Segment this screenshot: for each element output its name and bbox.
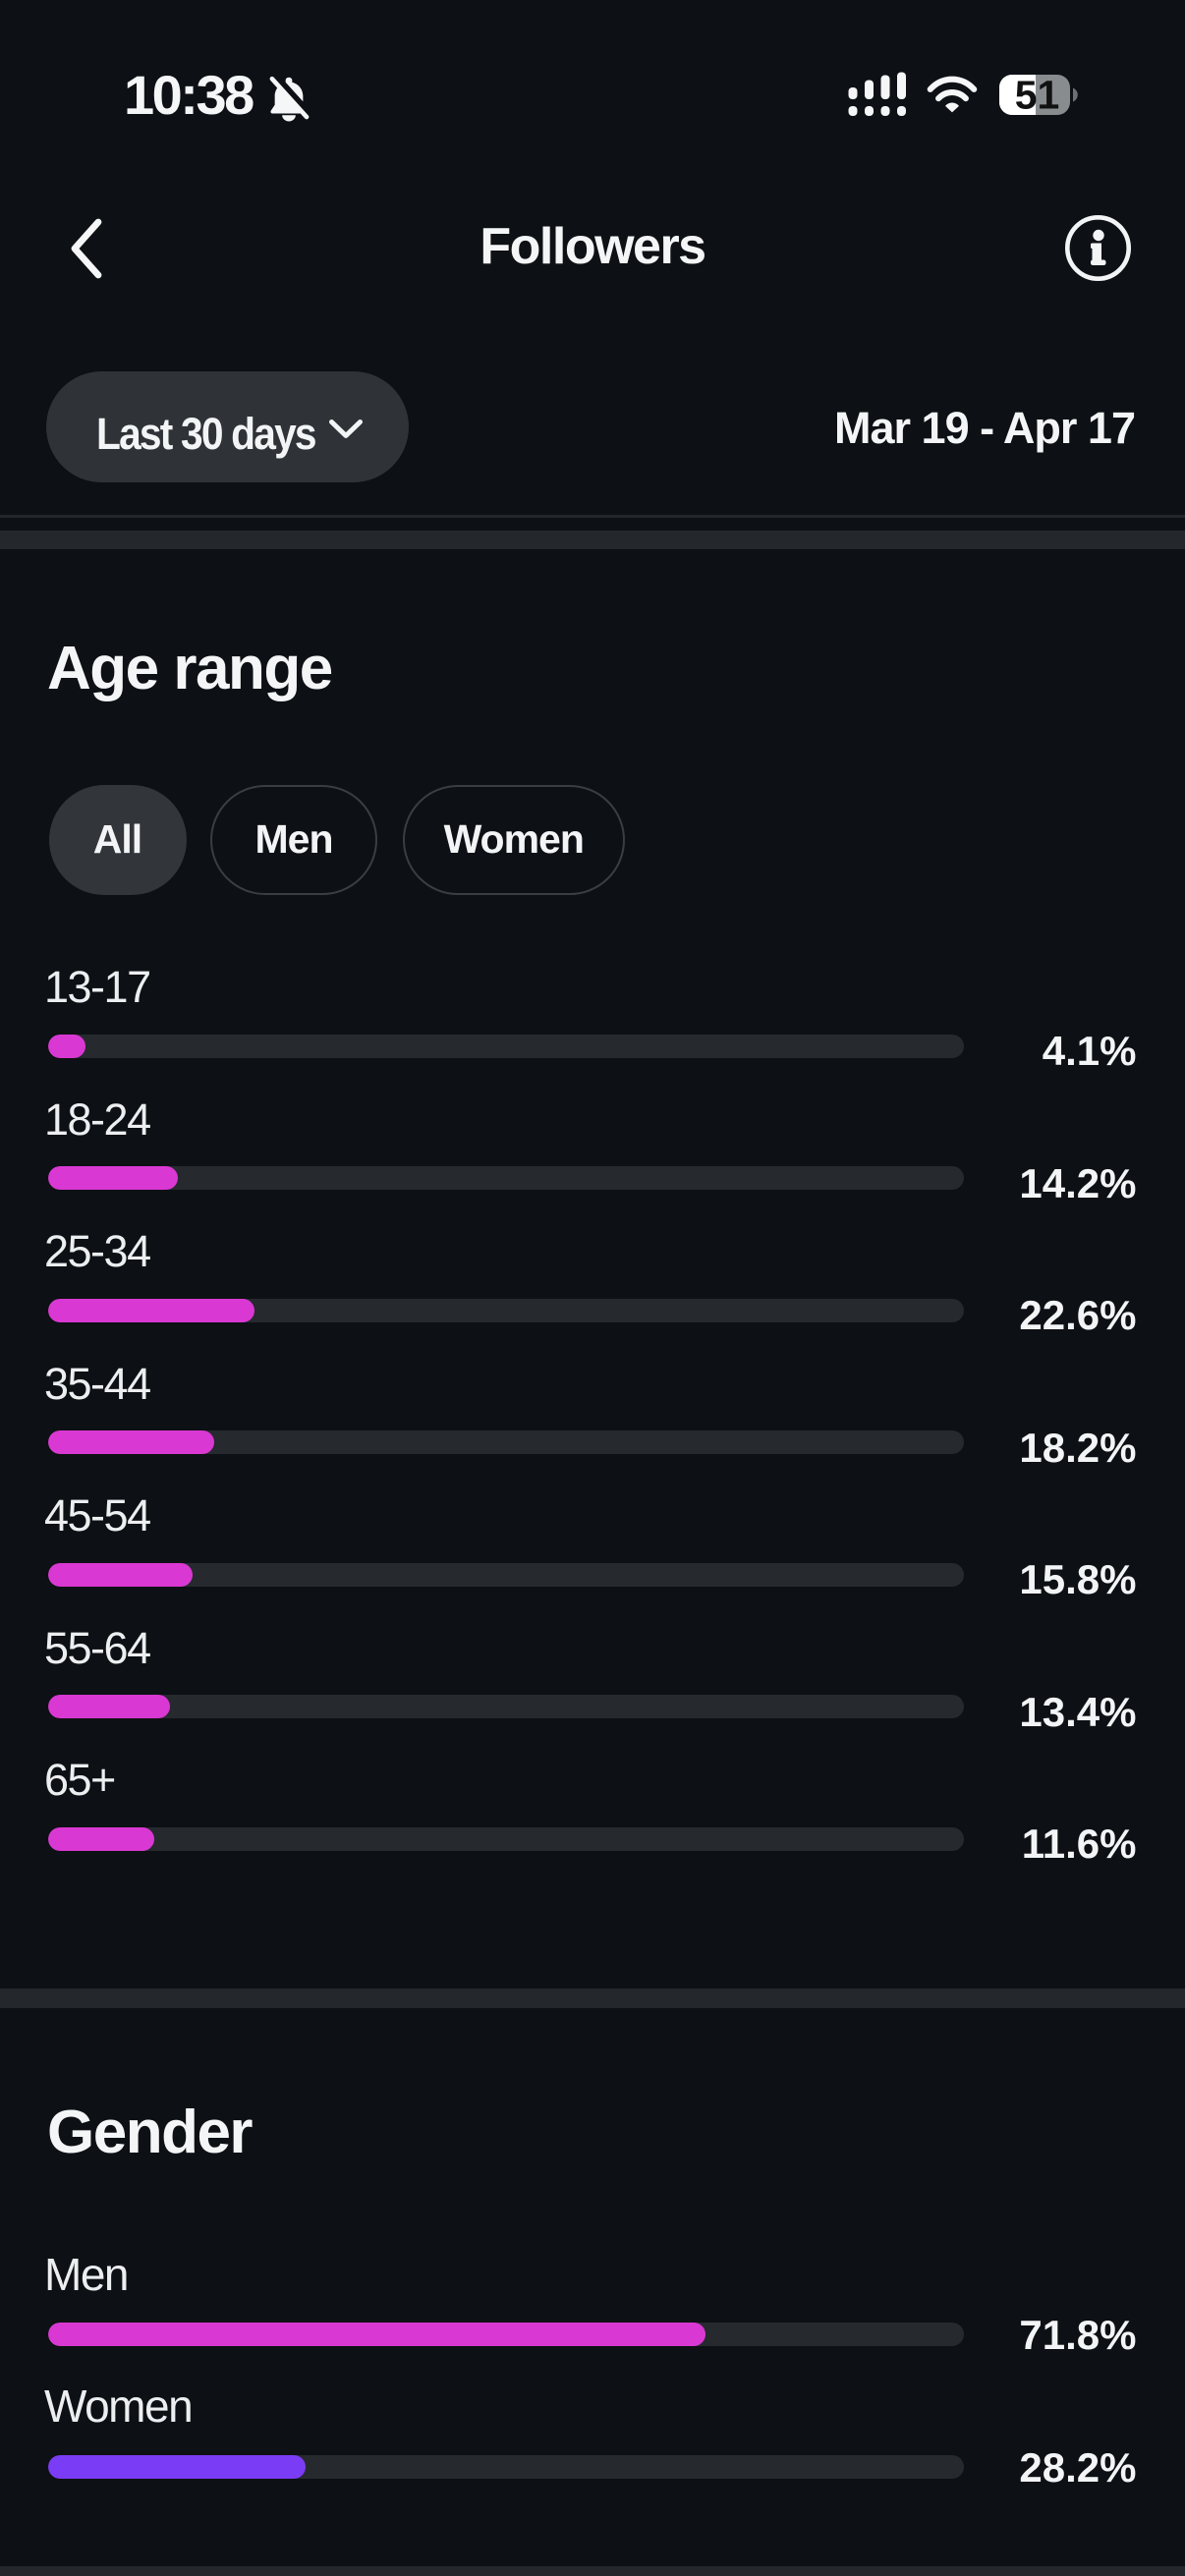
svg-text:51: 51: [1015, 74, 1060, 117]
